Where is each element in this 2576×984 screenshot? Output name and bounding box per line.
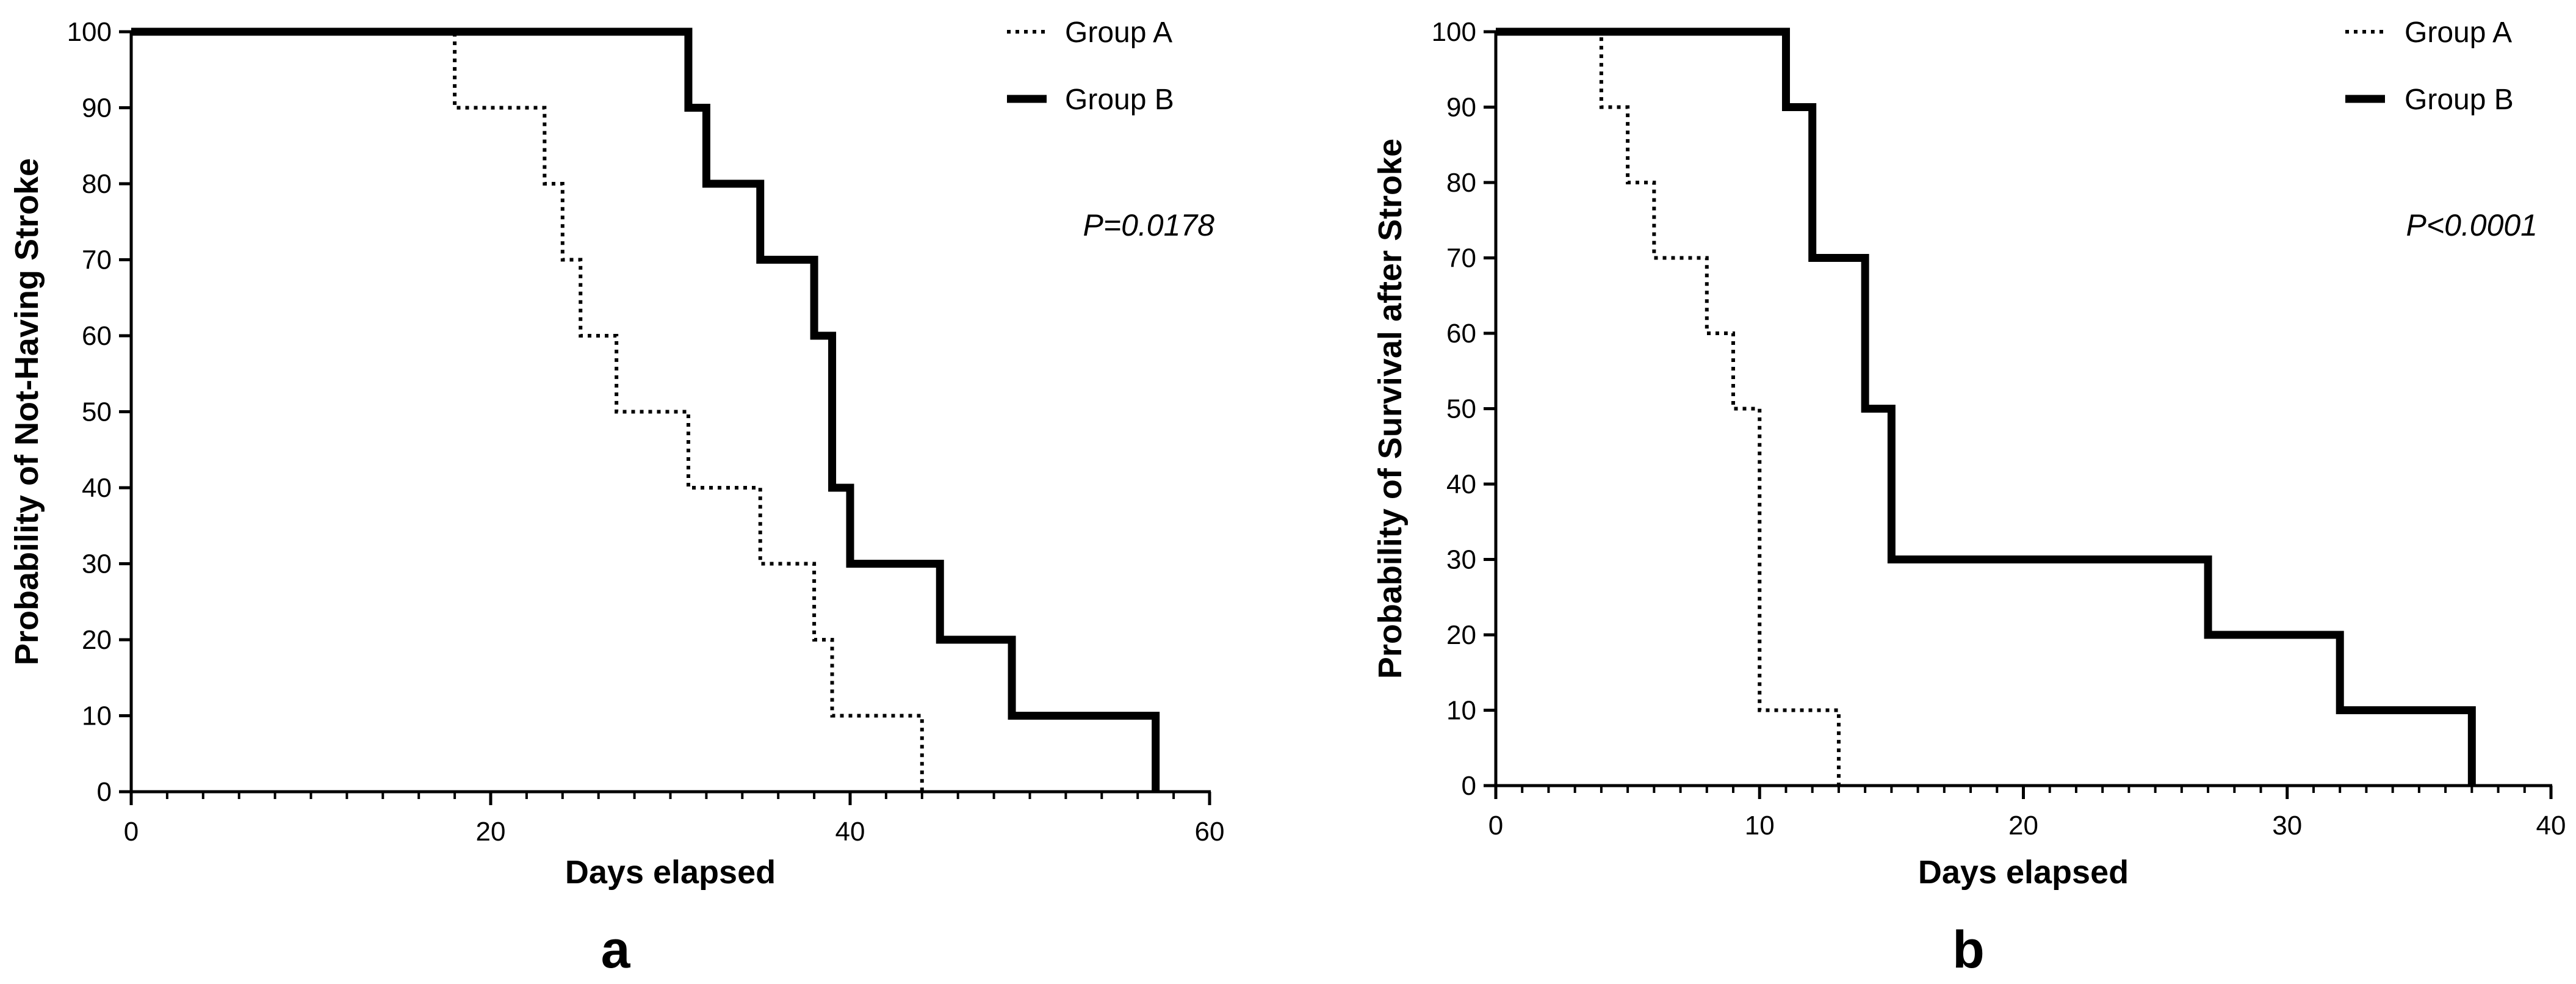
- y-tick-label: 10: [1446, 696, 1476, 726]
- x-axis-title: Days elapsed: [565, 854, 776, 891]
- y-tick-label: 40: [1446, 469, 1476, 499]
- y-tick-label: 80: [1446, 168, 1476, 198]
- x-tick-label: 10: [1745, 811, 1775, 841]
- panel-a: 0 10 20 30 40 50 60 70 80 90 100 0 20 40 60 Group A Grou…: [9, 16, 1224, 979]
- x-tick-label: 40: [2536, 811, 2566, 841]
- y-tick-label: 50: [1446, 394, 1476, 424]
- series-group-b-line: [1496, 27, 2476, 786]
- y-tick-label: 30: [1446, 545, 1476, 575]
- legend-label-group-a: Group A: [2405, 16, 2512, 49]
- series-group-a-line: [1496, 30, 1841, 786]
- y-axis-title: Probability of Not-Having Stroke: [9, 158, 45, 665]
- series-group-b-line: [131, 27, 1160, 792]
- legend-label-group-b: Group B: [1065, 84, 1174, 116]
- y-tick-label: 80: [82, 169, 112, 199]
- y-tick-label: 70: [82, 245, 112, 275]
- y-tick-label: 20: [82, 625, 112, 655]
- x-tick-label: 0: [124, 817, 139, 847]
- x-tick-label: 30: [2272, 811, 2302, 841]
- x-axis-title: Days elapsed: [1918, 854, 2129, 891]
- panel-b: 0 10 20 30 40 50 60 70 80 90 100 0 10 20 30 40 Group A Gr…: [1372, 16, 2566, 979]
- y-tick-label: 70: [1446, 244, 1476, 273]
- x-tick-label: 20: [2008, 811, 2038, 841]
- x-tick-label: 40: [835, 817, 865, 847]
- legend-label-group-b: Group B: [2405, 84, 2514, 116]
- y-tick-label: 90: [82, 93, 112, 123]
- y-tick-label: 40: [82, 473, 112, 503]
- x-tick-label: 0: [1488, 811, 1503, 841]
- y-axis-title: Probability of Survival after Stroke: [1372, 139, 1409, 679]
- y-tick-label: 20: [1446, 620, 1476, 650]
- y-tick-label: 0: [1462, 771, 1476, 801]
- p-value-annotation: P=0.0178: [1083, 208, 1215, 242]
- y-tick-label: 60: [82, 321, 112, 351]
- x-tick-label: 20: [476, 817, 506, 847]
- y-tick-label: 10: [82, 701, 112, 731]
- y-tick-label: 100: [1432, 17, 1476, 47]
- legend-label-group-a: Group A: [1065, 16, 1172, 49]
- panel-letter: b: [1952, 921, 1985, 979]
- y-tick-label: 90: [1446, 93, 1476, 123]
- y-tick-label: 50: [82, 397, 112, 427]
- p-value-annotation: P<0.0001: [2406, 208, 2538, 242]
- y-tick-label: 100: [67, 17, 112, 47]
- panel-letter: a: [601, 921, 631, 979]
- y-tick-label: 30: [82, 549, 112, 579]
- x-tick-label: 60: [1195, 817, 1225, 847]
- y-tick-label: 60: [1446, 319, 1476, 349]
- y-tick-label: 0: [97, 777, 112, 807]
- series-group-a-line: [131, 30, 924, 792]
